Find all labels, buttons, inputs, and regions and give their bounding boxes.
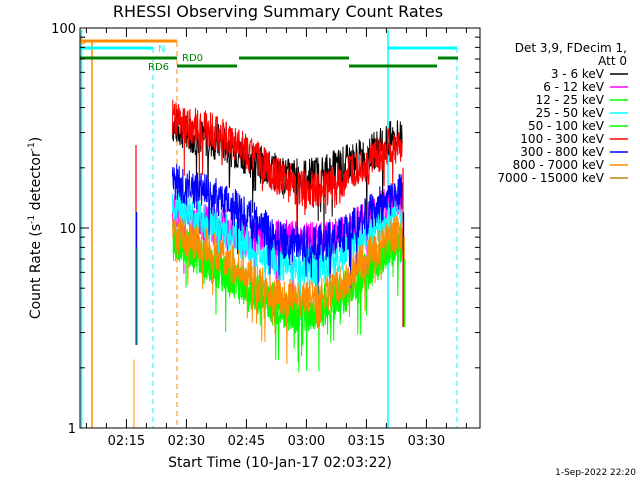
legend-label: 100 - 300 keV [520, 132, 604, 146]
decimation-label-rd0: RD0 [182, 53, 203, 64]
series-line-7 [171, 163, 403, 299]
series-line-6 [171, 99, 403, 243]
timestamp-label: 1-Sep-2022 22:20 [555, 468, 636, 478]
legend-label: 7000 - 15000 keV [497, 171, 604, 185]
y-axis-label-close: ) [28, 137, 44, 142]
x-tick-label: 03:15 [348, 434, 385, 449]
chart-title: RHESSI Observing Summary Count Rates [113, 2, 443, 21]
legend-label: 800 - 7000 keV [513, 158, 605, 172]
status-bars: S N RD0 RD6 [80, 36, 458, 73]
legend-label: 3 - 6 keV [551, 67, 605, 81]
legend-label: 50 - 100 keV [528, 119, 605, 133]
x-tick-label: 02:30 [168, 434, 205, 449]
legend-label: 300 - 800 keV [520, 145, 604, 159]
series-line-4 [171, 190, 403, 321]
y-axis-label-sup2: -1 [27, 142, 37, 151]
x-tick-label: 02:45 [228, 434, 265, 449]
axes: 1 10 100 02:15 02:30 02:45 03:00 03:15 03:30 [51, 22, 480, 449]
attenuator-label: S [80, 36, 86, 47]
night-label: N [158, 44, 165, 55]
y-tick-label: 100 [51, 22, 76, 37]
legend-label: 6 - 12 keV [543, 80, 605, 94]
y-tick-label: 1 [68, 422, 76, 437]
legend-label: 12 - 25 keV [536, 93, 605, 107]
legend-header-1: Det 3,9, FDecim 1, [515, 41, 627, 55]
plot-area [80, 30, 458, 428]
decimation-label-rd6: RD6 [148, 62, 169, 73]
y-axis-label-main: Count Rate (s [28, 224, 44, 319]
x-axis-label: Start Time (10-Jan-17 02:03:22) [168, 455, 392, 471]
x-tick-label: 03:00 [288, 434, 325, 449]
y-axis-label-sup1: -1 [27, 215, 37, 224]
x-tick-label: 03:30 [408, 434, 445, 449]
x-tick-label: 02:15 [108, 434, 145, 449]
legend-label: 25 - 50 keV [536, 106, 605, 120]
series-line-8 [172, 215, 403, 365]
legend-header-2: Att 0 [598, 54, 627, 68]
y-axis-label-unit: detector [28, 151, 44, 210]
y-tick-label: 10 [59, 222, 76, 237]
y-axis-label-group: Count Rate (s-1 detector-1) [27, 137, 44, 319]
y-axis-label: Count Rate (s-1 detector-1) [27, 137, 44, 319]
